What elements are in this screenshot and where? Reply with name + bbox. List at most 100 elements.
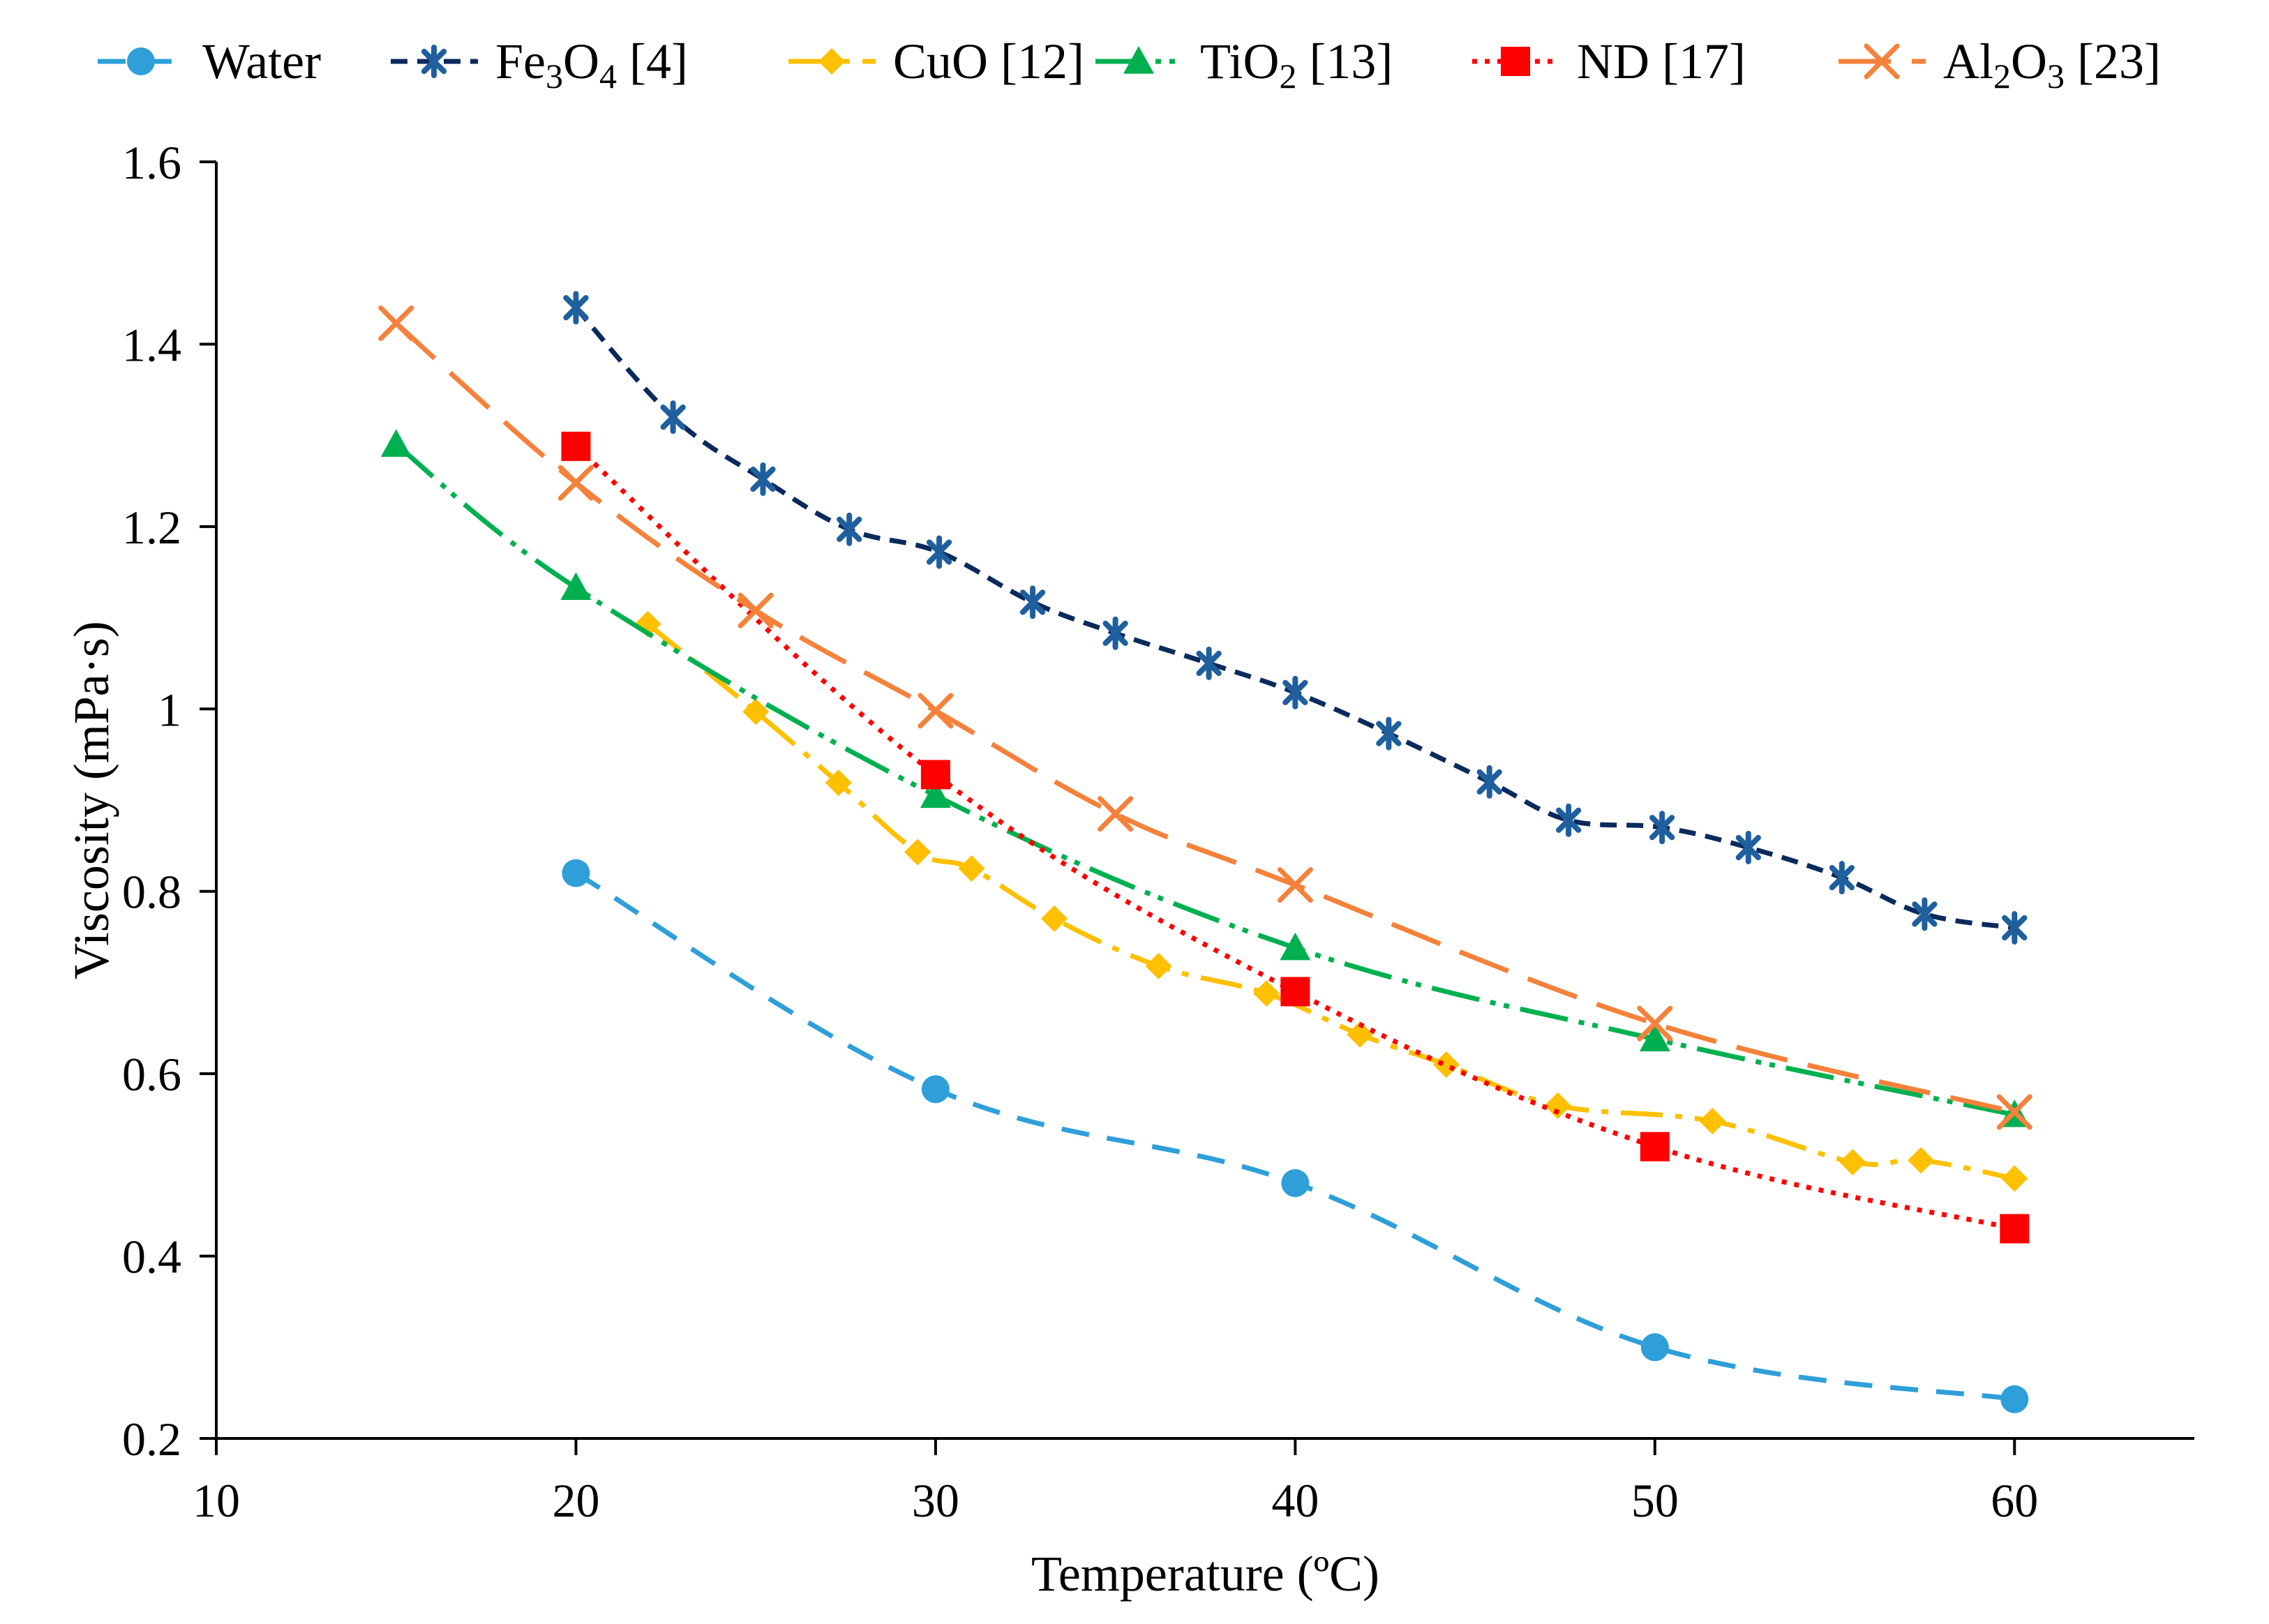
data-point-cuo-12: [1145, 952, 1172, 979]
y-axis-title: Viscosity (mPa·s): [63, 621, 119, 979]
data-point-water: [1281, 1169, 1310, 1197]
data-point-fe3o4-4: [1735, 830, 1761, 864]
series-nd-17: [561, 431, 2030, 1244]
data-point-fe3o4-4: [926, 535, 952, 569]
series-line-fe3o4-4: [574, 306, 2015, 931]
series-line-nd-17: [574, 444, 2016, 1231]
legend: Water Fe3O4 [4] CuO [12] TiO2 [13] ND [17] Al…: [98, 33, 2161, 96]
data-point-cuo-12: [1908, 1147, 1935, 1174]
x-tick-label: 10: [193, 1474, 240, 1527]
legend-label-fe3o4-4: Fe3O4 [4]: [495, 33, 688, 96]
data-point-al2o3-23: [557, 465, 594, 501]
data-point-al2o3-23: [918, 693, 954, 729]
data-point-cuo-12: [958, 855, 985, 882]
data-point-nd-17: [920, 760, 950, 790]
data-point-nd-17: [1280, 977, 1310, 1007]
series-al2o3-23: [378, 305, 2032, 1130]
data-point-fe3o4-4: [1476, 765, 1502, 799]
data-point-nd-17: [561, 431, 591, 461]
data-point-al2o3-23: [1098, 796, 1134, 832]
data-point-cuo-12: [1432, 1051, 1460, 1078]
legend-swatch-marker: [1864, 43, 1900, 80]
y-tick-label: 0.8: [122, 866, 181, 919]
legend-swatch-marker: [421, 45, 447, 78]
legend-item-water: Water: [98, 33, 321, 89]
y-ticks: 0.2 0.4 0.6 0.8 1 1.2 1.4 1.6: [122, 136, 216, 1466]
y-tick-label: 1.2: [122, 501, 181, 554]
data-point-water: [921, 1075, 950, 1104]
legend-label-cuo-12: CuO [12]: [893, 33, 1084, 89]
data-point-tio2-13: [1639, 1023, 1670, 1052]
data-point-water: [562, 859, 590, 887]
data-point-al2o3-23: [378, 305, 414, 341]
data-point-nd-17: [1640, 1131, 1670, 1161]
data-point-cuo-12: [1347, 1021, 1374, 1048]
x-ticks: 10 20 30 40 50 60: [193, 1438, 2038, 1527]
data-point-cuo-12: [1699, 1108, 1726, 1135]
series-layer: [378, 291, 2032, 1413]
data-point-fe3o4-4: [1829, 861, 1855, 895]
series-line-cuo-12: [646, 622, 2015, 1181]
x-axis-title: Temperature (ºC): [1031, 1546, 1379, 1602]
data-point-cuo-12: [742, 698, 770, 725]
x-tick-label: 20: [552, 1474, 599, 1527]
series-water: [562, 859, 2029, 1413]
data-point-fe3o4-4: [1376, 716, 1402, 751]
legend-item-fe3o4-4: Fe3O4 [4]: [391, 33, 688, 96]
data-point-cuo-12: [1041, 905, 1068, 932]
data-point-fe3o4-4: [1019, 585, 1046, 619]
data-point-al2o3-23: [1277, 867, 1313, 903]
y-tick-label: 1.6: [122, 136, 181, 189]
legend-item-nd-17: ND [17]: [1472, 33, 1746, 89]
data-point-cuo-12: [904, 839, 931, 866]
data-point-fe3o4-4: [1196, 646, 1222, 680]
data-point-fe3o4-4: [2002, 911, 2028, 945]
legend-swatch-marker: [818, 48, 845, 75]
series-tio2-13: [380, 429, 2030, 1127]
series-line-al2o3-23: [394, 321, 2016, 1115]
series-cuo-12: [634, 610, 2028, 1192]
legend-label-water: Water: [202, 33, 321, 89]
data-point-fe3o4-4: [1102, 616, 1128, 650]
data-point-water: [1640, 1333, 1669, 1362]
legend-swatch-marker: [1501, 47, 1530, 76]
data-point-al2o3-23: [737, 592, 774, 629]
data-point-fe3o4-4: [1912, 897, 1938, 931]
data-point-fe3o4-4: [1555, 803, 1582, 837]
data-point-al2o3-23: [1996, 1094, 2032, 1130]
legend-label-tio2-13: TiO2 [13]: [1200, 33, 1393, 96]
series-line-tio2-13: [394, 442, 2015, 1118]
legend-item-al2o3-23: Al2O3 [23]: [1839, 33, 2161, 96]
y-tick-label: 1: [158, 683, 181, 736]
legend-item-tio2-13: TiO2 [13]: [1095, 33, 1393, 96]
legend-swatch-marker: [1123, 46, 1154, 74]
x-tick-label: 50: [1631, 1474, 1679, 1527]
data-point-fe3o4-4: [563, 291, 589, 325]
x-tick-label: 30: [912, 1474, 959, 1527]
data-point-tio2-13: [920, 780, 951, 809]
x-tick-label: 60: [1991, 1474, 2038, 1527]
data-point-cuo-12: [1544, 1092, 1571, 1119]
data-point-tio2-13: [560, 572, 592, 601]
data-point-fe3o4-4: [837, 512, 862, 546]
data-point-nd-17: [2000, 1214, 2030, 1244]
data-point-cuo-12: [825, 769, 852, 797]
series-fe3o4-4: [563, 291, 2028, 945]
data-point-fe3o4-4: [1282, 675, 1308, 709]
y-tick-label: 1.4: [122, 318, 181, 371]
data-point-cuo-12: [1839, 1148, 1866, 1175]
data-point-al2o3-23: [1637, 1005, 1673, 1042]
data-point-cuo-12: [2001, 1165, 2028, 1192]
y-tick-label: 0.6: [122, 1048, 181, 1101]
legend-label-nd-17: ND [17]: [1577, 33, 1746, 89]
data-point-tio2-13: [380, 429, 412, 457]
legend-item-cuo-12: CuO [12]: [788, 33, 1084, 89]
legend-swatch-marker: [127, 47, 155, 75]
x-tick-label: 40: [1271, 1474, 1319, 1527]
legend-label-al2o3-23: Al2O3 [23]: [1943, 33, 2161, 96]
y-tick-label: 0.4: [122, 1231, 181, 1284]
data-point-fe3o4-4: [660, 400, 686, 434]
data-point-fe3o4-4: [1649, 811, 1675, 845]
axes: 0.2 0.4 0.6 0.8 1 1.2 1.4 1.6 10 20 30 40 50 60: [122, 136, 2194, 1527]
